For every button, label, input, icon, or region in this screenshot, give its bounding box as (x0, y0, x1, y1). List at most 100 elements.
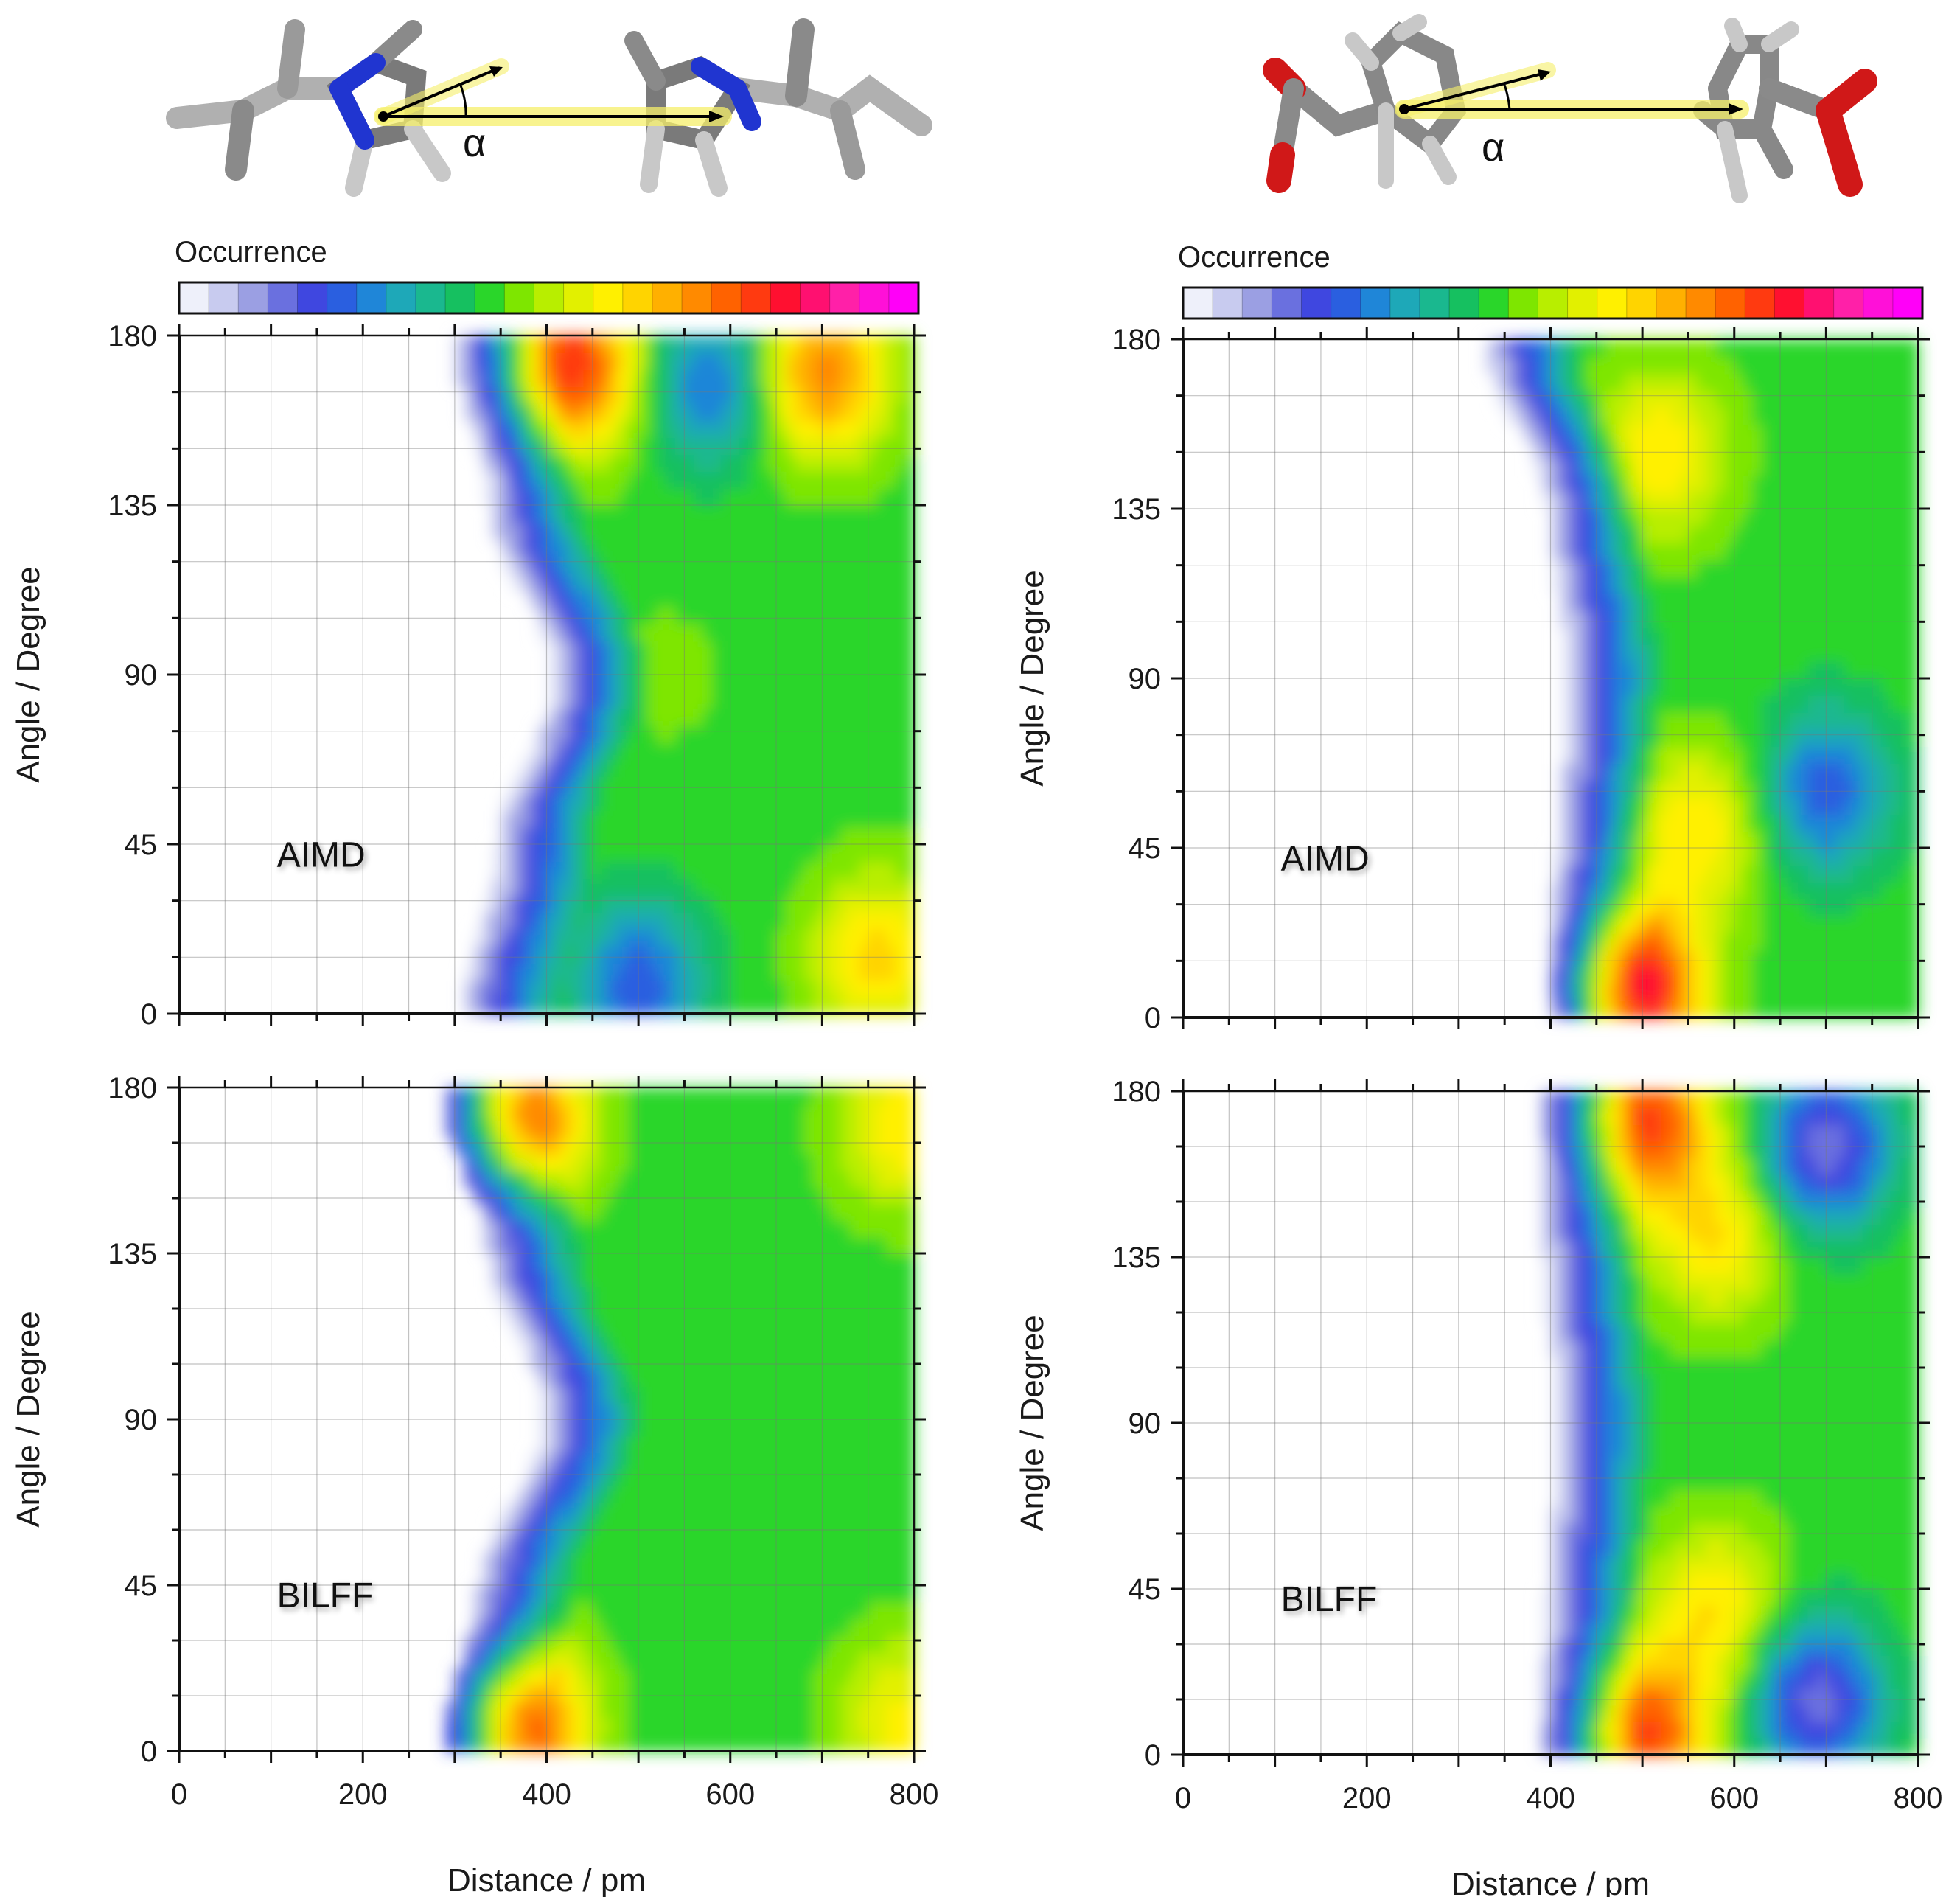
density-cell (1798, 475, 1809, 492)
density-cell (573, 1336, 585, 1354)
density-cell (647, 573, 658, 591)
density-cell (1853, 644, 1864, 662)
density-cell (519, 946, 529, 964)
density-cell (1678, 967, 1689, 984)
density-cell (767, 1618, 778, 1636)
density-cell (1807, 661, 1818, 679)
density-cell (1577, 594, 1588, 611)
density-cell (1614, 746, 1625, 764)
density-cell (1816, 492, 1827, 509)
density-cell (877, 963, 887, 981)
density-cell (1798, 797, 1809, 815)
density-cell (1798, 746, 1809, 764)
density-cell (1771, 339, 1782, 357)
density-cell (1853, 577, 1864, 594)
density-cell (1596, 526, 1607, 543)
density-cell (1872, 373, 1883, 391)
density-cell (794, 641, 805, 658)
density-cell (702, 437, 713, 455)
density-cell (601, 624, 612, 641)
density-cell (1853, 407, 1864, 425)
density-cell (859, 1585, 869, 1603)
density-cell (528, 386, 539, 404)
density-cell (904, 590, 915, 608)
density-cell (1844, 797, 1855, 815)
density-cell (1908, 661, 1919, 679)
density-cell (638, 1734, 649, 1752)
density-cell (565, 709, 575, 726)
density-cell (674, 505, 686, 523)
density-cell (454, 1685, 465, 1702)
density-cell (638, 1568, 649, 1586)
density-cell (693, 1402, 704, 1420)
density-cell (702, 963, 713, 981)
density-cell (904, 759, 915, 777)
density-cell (831, 861, 842, 879)
density-cell (822, 1668, 832, 1685)
density-cell (1697, 984, 1708, 1001)
density-cell (785, 912, 795, 930)
density-cell (592, 776, 603, 794)
density-cell (1651, 441, 1662, 459)
density-cell (537, 1618, 548, 1636)
density-cell (776, 1535, 787, 1553)
density-cell (1890, 407, 1901, 425)
density-cell (1872, 475, 1883, 492)
density-cell (904, 1353, 915, 1371)
density-cell (657, 1651, 667, 1669)
density-cell (1624, 356, 1634, 374)
density-cell (638, 607, 649, 624)
density-cell (1762, 492, 1772, 509)
density-cell (583, 1601, 593, 1619)
density-cell (509, 352, 520, 370)
density-cell (1614, 441, 1625, 459)
density-cell (711, 420, 722, 438)
density-cell (573, 1651, 585, 1669)
colorbar-cell (1833, 288, 1864, 319)
density-cell (758, 386, 768, 404)
density-cell (1651, 780, 1662, 798)
density-cell (803, 624, 814, 641)
density-cell (657, 1402, 667, 1420)
density-cell (896, 590, 906, 608)
density-cell (758, 1668, 768, 1685)
density-cell (528, 1452, 539, 1470)
density-cell (657, 946, 667, 964)
density-cell (739, 1502, 750, 1520)
density-cell (1670, 780, 1680, 798)
density-cell (629, 1502, 640, 1520)
density-cell (528, 1734, 539, 1752)
density-cell (1734, 492, 1745, 509)
density-cell (1633, 661, 1644, 679)
density-cell (794, 675, 805, 692)
density-cell (776, 1568, 787, 1586)
density-cell (546, 1568, 557, 1586)
density-cell (904, 725, 915, 743)
density-cell (896, 488, 906, 506)
density-cell (1798, 492, 1809, 509)
density-cell (896, 454, 906, 472)
density-cell (666, 658, 676, 675)
density-cell (1908, 475, 1919, 492)
density-cell (555, 1435, 566, 1453)
density-cell (711, 1402, 722, 1420)
density-cell (739, 759, 750, 777)
density-cell (601, 810, 612, 828)
density-cell (491, 844, 502, 862)
density-cell (758, 556, 768, 574)
density-cell (666, 1469, 676, 1486)
density-cell (1725, 594, 1735, 611)
density-cell (1752, 848, 1763, 866)
density-cell (877, 1552, 887, 1570)
density-cell (748, 1618, 759, 1636)
density-cell (702, 624, 713, 641)
density-cell (1651, 610, 1662, 628)
colorbar-cell (386, 282, 416, 313)
density-cell (1752, 984, 1763, 1001)
density-cell (620, 573, 630, 591)
density-cell (601, 488, 612, 506)
density-cell (1715, 373, 1726, 391)
density-cell (693, 742, 704, 760)
density-cell (1697, 356, 1708, 374)
density-cell (877, 1369, 887, 1387)
